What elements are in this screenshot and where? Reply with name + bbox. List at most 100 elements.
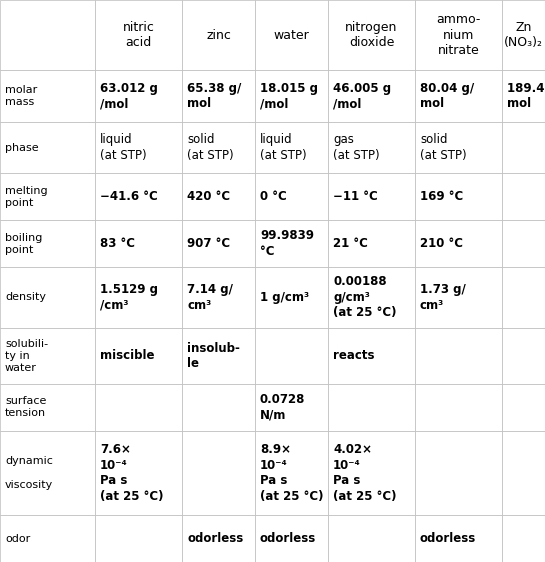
Bar: [182, 220, 255, 267]
Text: 0.0728
N/m: 0.0728 N/m: [260, 393, 305, 422]
Bar: [415, 220, 502, 267]
Text: 0.00188
g/cm³
(at 25 °C): 0.00188 g/cm³ (at 25 °C): [333, 275, 397, 319]
Text: dynamic

viscosity: dynamic viscosity: [5, 456, 53, 490]
Bar: [0, 0, 95, 70]
Bar: [255, 122, 328, 173]
Text: 7.14 g/
cm³: 7.14 g/ cm³: [187, 283, 233, 312]
Text: liquid
(at STP): liquid (at STP): [100, 133, 147, 162]
Bar: [0, 173, 95, 220]
Bar: [328, 122, 415, 173]
Bar: [95, 0, 182, 70]
Text: surface
tension: surface tension: [5, 396, 46, 419]
Text: nitric
acid: nitric acid: [123, 21, 154, 49]
Bar: [95, 267, 182, 328]
Bar: [255, 431, 328, 515]
Bar: [328, 515, 415, 562]
Text: odorless: odorless: [420, 532, 476, 545]
Bar: [255, 384, 328, 431]
Bar: [182, 70, 255, 122]
Bar: [182, 515, 255, 562]
Bar: [255, 515, 328, 562]
Text: solid
(at STP): solid (at STP): [187, 133, 234, 162]
Bar: [0, 328, 95, 384]
Bar: [502, 267, 545, 328]
Text: 18.015 g
/mol: 18.015 g /mol: [260, 81, 318, 110]
Bar: [95, 70, 182, 122]
Bar: [0, 515, 95, 562]
Text: liquid
(at STP): liquid (at STP): [260, 133, 307, 162]
Bar: [255, 267, 328, 328]
Text: 1.73 g/
cm³: 1.73 g/ cm³: [420, 283, 466, 312]
Bar: [502, 0, 545, 70]
Bar: [0, 384, 95, 431]
Text: molar
mass: molar mass: [5, 85, 37, 107]
Text: 65.38 g/
mol: 65.38 g/ mol: [187, 81, 241, 110]
Bar: [182, 0, 255, 70]
Text: 80.04 g/
mol: 80.04 g/ mol: [420, 81, 474, 110]
Text: −11 °C: −11 °C: [333, 190, 378, 203]
Text: melting
point: melting point: [5, 185, 47, 208]
Bar: [0, 431, 95, 515]
Text: 99.9839
°C: 99.9839 °C: [260, 229, 314, 258]
Text: 7.6×
10⁻⁴
Pa s
(at 25 °C): 7.6× 10⁻⁴ Pa s (at 25 °C): [100, 443, 164, 503]
Text: 420 °C: 420 °C: [187, 190, 230, 203]
Text: nitrogen
dioxide: nitrogen dioxide: [346, 21, 398, 49]
Bar: [328, 328, 415, 384]
Bar: [328, 220, 415, 267]
Bar: [502, 173, 545, 220]
Text: odorless: odorless: [260, 532, 316, 545]
Bar: [0, 267, 95, 328]
Text: insolub-
le: insolub- le: [187, 342, 240, 370]
Bar: [255, 70, 328, 122]
Bar: [95, 431, 182, 515]
Bar: [328, 431, 415, 515]
Bar: [415, 122, 502, 173]
Text: Zn
(NO₃)₂: Zn (NO₃)₂: [504, 21, 543, 49]
Text: density: density: [5, 292, 46, 302]
Text: 169 °C: 169 °C: [420, 190, 463, 203]
Bar: [0, 122, 95, 173]
Text: 46.005 g
/mol: 46.005 g /mol: [333, 81, 391, 110]
Bar: [182, 328, 255, 384]
Bar: [415, 0, 502, 70]
Bar: [415, 173, 502, 220]
Bar: [415, 431, 502, 515]
Text: solubili-
ty in
water: solubili- ty in water: [5, 339, 48, 373]
Bar: [0, 220, 95, 267]
Bar: [415, 328, 502, 384]
Bar: [328, 267, 415, 328]
Bar: [502, 384, 545, 431]
Text: 4.02×
10⁻⁴
Pa s
(at 25 °C): 4.02× 10⁻⁴ Pa s (at 25 °C): [333, 443, 397, 503]
Text: odor: odor: [5, 533, 31, 543]
Bar: [415, 515, 502, 562]
Bar: [502, 122, 545, 173]
Bar: [182, 384, 255, 431]
Bar: [95, 384, 182, 431]
Bar: [502, 515, 545, 562]
Bar: [0, 70, 95, 122]
Text: 210 °C: 210 °C: [420, 237, 463, 250]
Bar: [328, 384, 415, 431]
Bar: [255, 328, 328, 384]
Text: 8.9×
10⁻⁴
Pa s
(at 25 °C): 8.9× 10⁻⁴ Pa s (at 25 °C): [260, 443, 324, 503]
Text: 21 °C: 21 °C: [333, 237, 368, 250]
Bar: [415, 267, 502, 328]
Bar: [415, 384, 502, 431]
Text: 63.012 g
/mol: 63.012 g /mol: [100, 81, 158, 110]
Bar: [182, 122, 255, 173]
Text: reacts: reacts: [333, 350, 374, 362]
Text: odorless: odorless: [187, 532, 243, 545]
Text: solid
(at STP): solid (at STP): [420, 133, 467, 162]
Text: −41.6 °C: −41.6 °C: [100, 190, 158, 203]
Bar: [415, 70, 502, 122]
Text: water: water: [274, 29, 310, 42]
Bar: [95, 328, 182, 384]
Bar: [328, 70, 415, 122]
Text: ammo-
nium
nitrate: ammo- nium nitrate: [437, 13, 481, 57]
Bar: [328, 0, 415, 70]
Bar: [182, 267, 255, 328]
Text: 1 g/cm³: 1 g/cm³: [260, 291, 309, 304]
Text: zinc: zinc: [206, 29, 231, 42]
Text: 907 °C: 907 °C: [187, 237, 230, 250]
Bar: [255, 0, 328, 70]
